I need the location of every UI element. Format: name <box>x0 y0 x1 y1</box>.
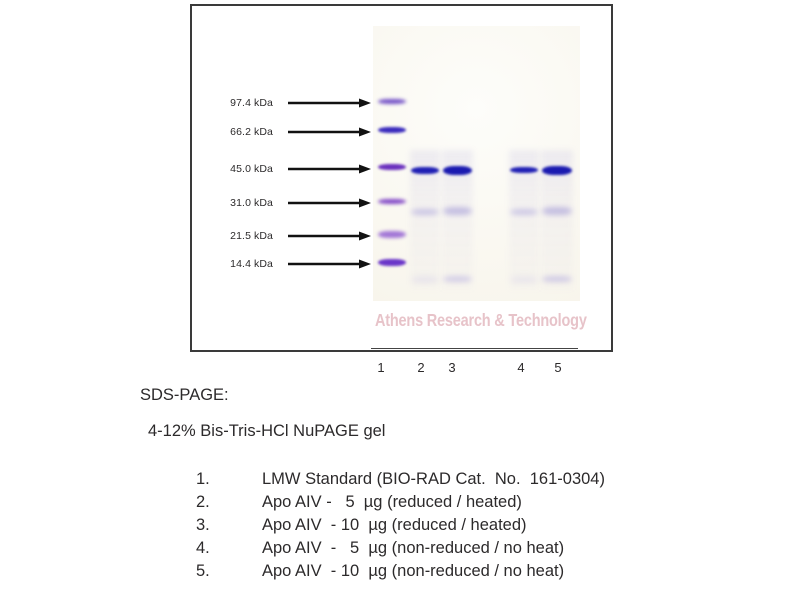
lane-number-3: 3 <box>448 360 456 375</box>
marker-label: 45.0 kDa <box>230 163 273 175</box>
marker-arrow-icon <box>288 198 371 208</box>
gel-band <box>411 276 439 282</box>
gel-figure-frame: Athens Research & Technology 97.4 kDa 66.… <box>190 4 613 352</box>
lane-legend-list: 1. LMW Standard (BIO-RAD Cat. No. 161-030… <box>196 470 796 585</box>
lane-number-5: 5 <box>554 360 562 375</box>
watermark-text: Athens Research & Technology <box>375 312 587 331</box>
legend-item-number: 5. <box>196 562 210 580</box>
marker-label: 21.5 kDa <box>230 230 273 242</box>
gel-band <box>378 164 406 170</box>
gel-band <box>542 276 572 282</box>
marker-arrow-icon <box>288 259 371 269</box>
gel-band <box>411 209 439 215</box>
legend-item: 4. Apo AIV - 5 µg (non-reduced / no heat) <box>196 539 796 562</box>
lane-number-4: 4 <box>517 360 525 375</box>
legend-item-text: Apo AIV - 5 µg (non-reduced / no heat) <box>262 539 565 557</box>
lane-smear <box>509 150 539 290</box>
lane-number-2: 2 <box>417 360 425 375</box>
legend-item-number: 2. <box>196 493 210 511</box>
legend-item-number: 1. <box>196 470 210 488</box>
legend-item-text: Apo AIV - 10 µg (reduced / heated) <box>262 516 527 534</box>
gel-band <box>443 207 472 215</box>
gel-band <box>411 166 439 174</box>
legend-item: 3. Apo AIV - 10 µg (reduced / heated) <box>196 516 796 539</box>
legend-item: 1. LMW Standard (BIO-RAD Cat. No. 161-030… <box>196 470 796 493</box>
gel-band <box>510 167 538 173</box>
legend-item-text: LMW Standard (BIO-RAD Cat. No. 161-0304) <box>262 470 605 488</box>
legend-item: 2. Apo AIV - 5 µg (reduced / heated) <box>196 493 796 516</box>
marker-arrow-icon <box>288 231 371 241</box>
legend-item-text: Apo AIV - 10 µg (non-reduced / no heat) <box>262 562 565 580</box>
lane-number-1: 1 <box>377 360 385 375</box>
gel-band <box>443 165 472 175</box>
gel-band <box>542 207 572 215</box>
gel-band <box>542 165 572 175</box>
legend-item-text: Apo AIV - 5 µg (reduced / heated) <box>262 493 522 511</box>
marker-label: 66.2 kDa <box>230 126 273 138</box>
marker-label: 31.0 kDa <box>230 197 273 209</box>
gel-band <box>378 230 406 238</box>
gel-photograph <box>373 26 580 301</box>
gel-band <box>510 276 538 282</box>
legend-item-number: 4. <box>196 539 210 557</box>
gel-band <box>378 258 406 266</box>
caption-title: SDS-PAGE: <box>140 386 229 404</box>
marker-label: 97.4 kDa <box>230 97 273 109</box>
marker-label: 14.4 kDa <box>230 258 273 270</box>
gel-band <box>378 98 406 104</box>
gel-band <box>443 276 472 282</box>
marker-arrow-icon <box>288 164 371 174</box>
gel-band <box>510 209 538 215</box>
legend-item-number: 3. <box>196 516 210 534</box>
marker-arrow-icon <box>288 98 371 108</box>
marker-arrow-icon <box>288 127 371 137</box>
legend-item: 5. Apo AIV - 10 µg (non-reduced / no heat… <box>196 562 796 585</box>
gel-band <box>378 198 406 204</box>
caption-gel-type: 4-12% Bis-Tris-HCl NuPAGE gel <box>148 422 386 440</box>
gel-band <box>378 127 406 133</box>
